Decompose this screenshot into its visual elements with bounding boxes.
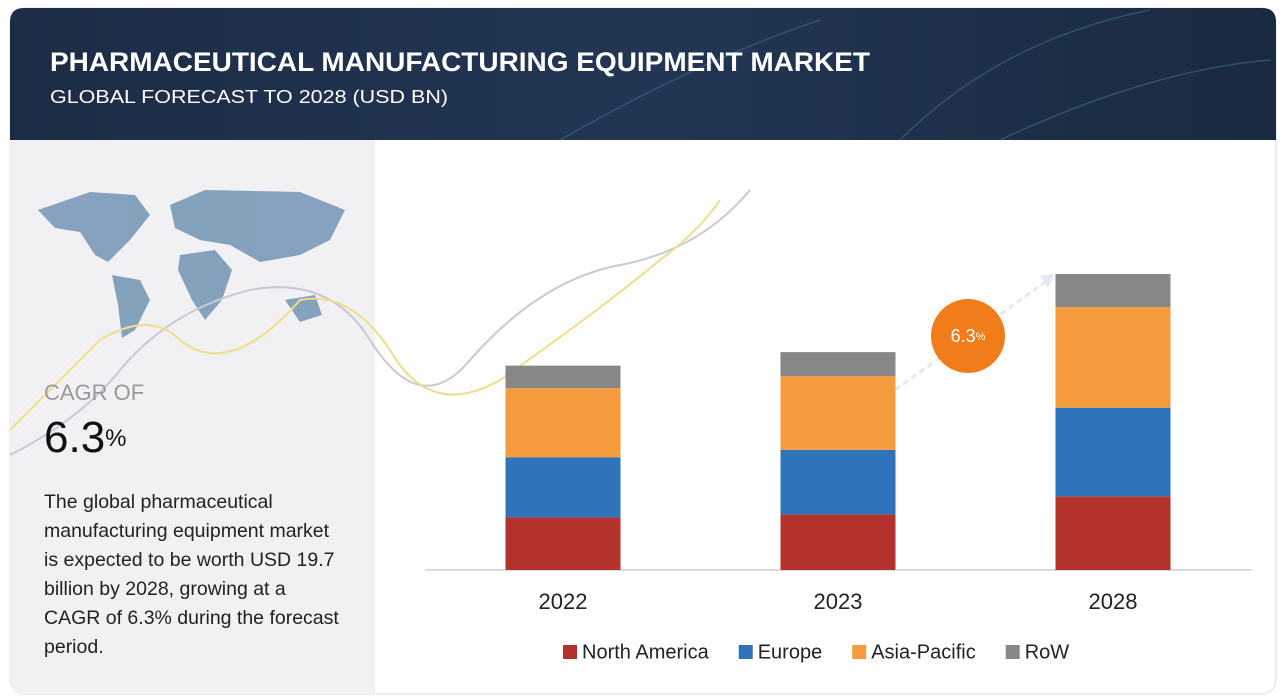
x-tick-label: 2028 [1089,589,1138,614]
cagr-value: 6.3% [44,413,127,462]
chart-title: PHARMACEUTICAL MANUFACTURING EQUIPMENT M… [50,47,871,77]
bar-segment [1055,407,1171,497]
decorative-curve [9,199,721,431]
badge-text: 6.3% [951,326,986,346]
bar-segment [1055,274,1171,308]
cagr-badge [931,299,1005,373]
legend-label: RoW [1025,641,1070,663]
legend-swatch [738,645,753,659]
bar-segment [780,376,896,450]
bar-segment [1055,496,1171,570]
bar-segment [505,517,621,570]
header-decoration [559,9,1271,141]
growth-arrow-head [1040,274,1054,288]
side-panel [10,140,375,694]
bar-segment [505,365,621,389]
world-map [38,190,345,338]
header [10,8,1276,140]
legend-swatch [1005,645,1020,659]
bar-segment [505,457,621,518]
cagr-unit: % [105,425,126,452]
x-tick-label: 2023 [814,589,863,614]
cagr-label: CAGR OF [44,380,144,405]
cagr-number: 6.3 [44,413,105,462]
legend-label: Asia-Pacific [871,641,975,663]
chart-subtitle: GLOBAL FORECAST TO 2028 (USD BN) [50,87,448,107]
legend-swatch [852,645,867,659]
description: The global pharmaceutical manufacturing … [44,491,339,658]
legend-label: Europe [758,641,823,663]
bar-segment [780,449,896,515]
bar-segment [780,352,896,377]
bar-segment [1055,307,1171,408]
legend-label: North America [582,641,710,663]
badge-number: 6.3 [951,326,976,346]
x-tick-label: 2022 [539,589,588,614]
bar-segment [780,514,896,570]
badge-unit: % [976,331,986,343]
bar-segment [505,388,621,458]
legend-swatch [563,645,577,659]
decorative-curve [9,189,751,456]
